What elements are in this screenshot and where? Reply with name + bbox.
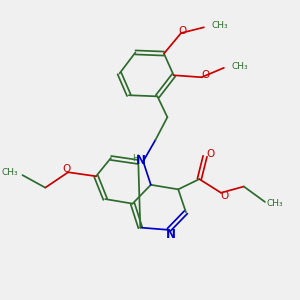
Text: N: N <box>136 154 146 167</box>
Text: CH₃: CH₃ <box>212 21 229 30</box>
Text: H: H <box>132 154 138 163</box>
Text: CH₃: CH₃ <box>232 62 248 71</box>
Text: N: N <box>166 228 176 241</box>
Text: CH₃: CH₃ <box>266 199 283 208</box>
Text: CH₃: CH₃ <box>2 168 18 177</box>
Text: O: O <box>206 149 214 159</box>
Text: O: O <box>63 164 71 174</box>
Text: O: O <box>220 191 229 201</box>
Text: O: O <box>201 70 209 80</box>
Text: O: O <box>178 26 187 36</box>
